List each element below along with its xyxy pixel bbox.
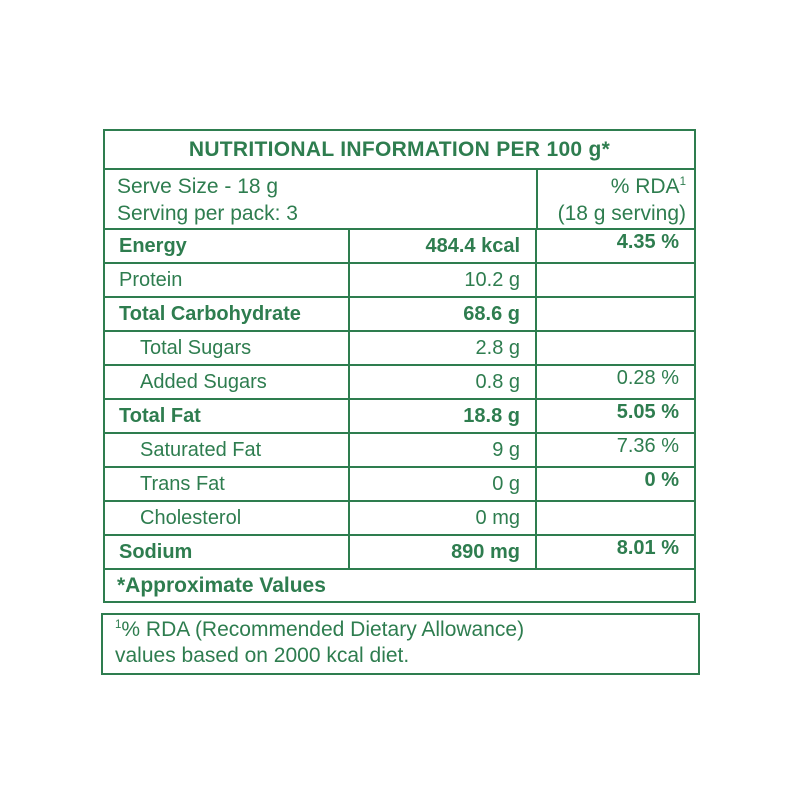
serve-size-cell: Serve Size - 18 g Serving per pack: 3 xyxy=(105,170,536,228)
row-rda: 0.28 % xyxy=(616,367,679,389)
rda-header-superscript: 1 xyxy=(679,176,686,188)
footnote-line-1: 1% RDA (Recommended Dietary Allowance) xyxy=(115,617,688,643)
row-rda: 0 % xyxy=(644,469,679,491)
table-row-total-fat: Total Fat 18.8 g 5.05 % xyxy=(105,400,694,434)
row-rda: 4.35 % xyxy=(616,231,679,253)
rda-header-subline: (18 g serving) xyxy=(557,202,686,225)
serve-size-line: Serve Size - 18 g xyxy=(117,175,279,198)
nutrition-table: NUTRITIONAL INFORMATION PER 100 g* Serve… xyxy=(103,129,696,603)
row-amount: 68.6 g xyxy=(350,298,537,330)
footnote-line-1-text: % RDA (Recommended Dietary Allowance) xyxy=(121,618,525,641)
table-title-text: NUTRITIONAL INFORMATION PER 100 g* xyxy=(188,137,611,161)
table-row-sodium: Sodium 890 mg 8.01 % xyxy=(105,536,694,570)
table-row-total-carbohydrate: Total Carbohydrate 68.6 g xyxy=(105,298,694,332)
approximate-values-note: *Approximate Values xyxy=(105,570,694,601)
table-row-saturated-fat: Saturated Fat 9 g 7.36 % xyxy=(105,434,694,468)
approximate-values-text: *Approximate Values xyxy=(117,573,326,597)
serving-per-pack-line: Serving per pack: 3 xyxy=(117,202,298,225)
row-label: Total Fat xyxy=(105,400,350,432)
row-amount: 484.4 kcal xyxy=(350,230,537,262)
row-rda xyxy=(537,502,694,534)
row-rda xyxy=(537,264,694,296)
table-row-energy: Energy 484.4 kcal 4.35 % xyxy=(105,230,694,264)
footnote-line-2: values based on 2000 kcal diet. xyxy=(115,644,410,667)
row-amount: 0 g xyxy=(350,468,537,500)
row-amount: 10.2 g xyxy=(350,264,537,296)
rda-header-cell: % RDA1 (18 g serving) xyxy=(536,170,694,228)
row-label: Cholesterol xyxy=(105,502,350,534)
row-rda: 8.01 % xyxy=(616,537,679,559)
row-rda: 5.05 % xyxy=(616,401,679,423)
table-row-protein: Protein 10.2 g xyxy=(105,264,694,298)
row-amount: 2.8 g xyxy=(350,332,537,364)
row-amount: 890 mg xyxy=(350,536,537,568)
row-rda xyxy=(537,332,694,364)
footnote-superscript: 1 xyxy=(115,619,122,631)
row-rda: 7.36 % xyxy=(616,435,679,457)
row-label: Energy xyxy=(105,230,350,262)
table-row-cholesterol: Cholesterol 0 mg xyxy=(105,502,694,536)
row-amount: 0.8 g xyxy=(350,366,537,398)
row-label: Total Sugars xyxy=(105,332,350,364)
row-amount: 18.8 g xyxy=(350,400,537,432)
row-amount: 9 g xyxy=(350,434,537,466)
row-label: Sodium xyxy=(105,536,350,568)
row-label: Total Carbohydrate xyxy=(105,298,350,330)
rda-header-line: % RDA1 xyxy=(538,173,686,200)
row-label: Added Sugars xyxy=(105,366,350,398)
row-label: Protein xyxy=(105,264,350,296)
table-title: NUTRITIONAL INFORMATION PER 100 g* xyxy=(105,131,694,170)
rda-footnote-box: 1% RDA (Recommended Dietary Allowance) v… xyxy=(101,613,700,675)
table-row-total-sugars: Total Sugars 2.8 g xyxy=(105,332,694,366)
row-label: Saturated Fat xyxy=(105,434,350,466)
table-row-added-sugars: Added Sugars 0.8 g 0.28 % xyxy=(105,366,694,400)
table-row-trans-fat: Trans Fat 0 g 0 % xyxy=(105,468,694,502)
rda-header-label: % RDA xyxy=(610,175,680,198)
row-label: Trans Fat xyxy=(105,468,350,500)
row-rda xyxy=(537,298,694,330)
table-header: Serve Size - 18 g Serving per pack: 3 % … xyxy=(105,170,694,230)
row-amount: 0 mg xyxy=(350,502,537,534)
